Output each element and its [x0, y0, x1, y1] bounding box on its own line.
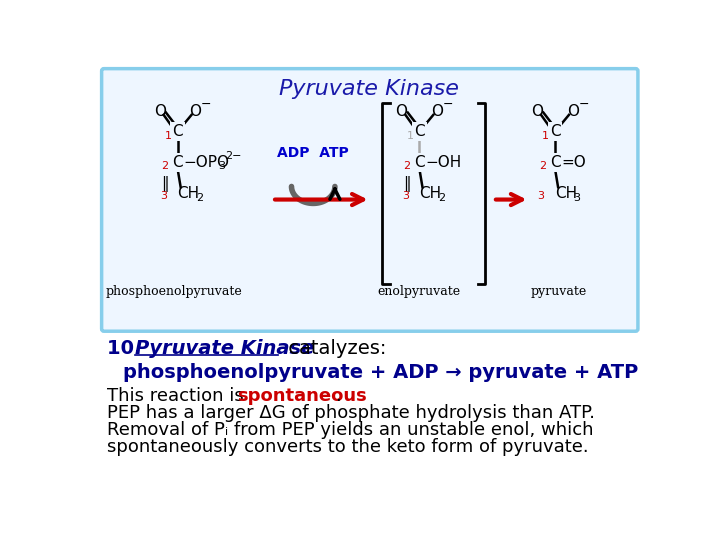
- Text: .: .: [335, 387, 341, 405]
- FancyBboxPatch shape: [102, 69, 638, 331]
- Text: ‖: ‖: [403, 176, 411, 192]
- Text: 3: 3: [402, 192, 409, 201]
- Text: O: O: [567, 104, 579, 118]
- Text: 3: 3: [538, 192, 544, 201]
- Text: O: O: [531, 104, 543, 118]
- Text: −OH: −OH: [426, 155, 462, 170]
- Text: enolpyruvate: enolpyruvate: [378, 286, 461, 299]
- Text: Pyruvate Kinase: Pyruvate Kinase: [135, 339, 315, 357]
- Text: This reaction is: This reaction is: [107, 387, 250, 405]
- Text: 2: 2: [403, 161, 410, 171]
- Text: O: O: [431, 104, 444, 118]
- Text: 10.: 10.: [107, 339, 148, 357]
- Text: 2: 2: [438, 193, 445, 203]
- Text: PEP has a larger ΔG of phosphate hydrolysis than ATP.: PEP has a larger ΔG of phosphate hydroly…: [107, 404, 595, 422]
- Text: phosphoenolpyruvate + ADP → pyruvate + ATP: phosphoenolpyruvate + ADP → pyruvate + A…: [122, 363, 638, 382]
- Text: C: C: [172, 155, 183, 170]
- Text: ‖: ‖: [161, 176, 169, 192]
- Text: CH: CH: [419, 186, 441, 201]
- Text: =O: =O: [561, 155, 586, 170]
- Text: C: C: [549, 155, 560, 170]
- Text: pyruvate: pyruvate: [531, 286, 587, 299]
- Text: ADP  ATP: ADP ATP: [277, 146, 349, 160]
- Text: catalyzes:: catalyzes:: [282, 339, 387, 357]
- Text: C: C: [172, 124, 183, 139]
- Text: CH: CH: [555, 186, 577, 201]
- Text: 1: 1: [165, 131, 172, 141]
- Text: spontaneously converts to the keto form of pyruvate.: spontaneously converts to the keto form …: [107, 438, 589, 456]
- Text: phosphoenolpyruvate: phosphoenolpyruvate: [105, 286, 242, 299]
- Text: 2−: 2−: [225, 151, 241, 161]
- Text: 2: 2: [196, 193, 203, 203]
- Text: 3: 3: [160, 192, 167, 201]
- Text: −: −: [578, 98, 589, 111]
- Text: 1: 1: [407, 131, 413, 141]
- Text: 2: 2: [539, 161, 546, 171]
- Text: O: O: [189, 104, 202, 118]
- Text: C: C: [414, 155, 425, 170]
- Text: −OPO: −OPO: [184, 155, 230, 170]
- Text: C: C: [414, 124, 425, 139]
- Text: C: C: [549, 124, 560, 139]
- Text: 3: 3: [574, 193, 580, 203]
- Text: −: −: [201, 98, 212, 111]
- Text: CH: CH: [178, 186, 199, 201]
- Text: −: −: [443, 98, 454, 111]
- Text: 3: 3: [219, 161, 225, 171]
- Text: spontaneous: spontaneous: [238, 387, 367, 405]
- Text: 1: 1: [542, 131, 549, 141]
- Text: O: O: [154, 104, 166, 118]
- Text: 2: 2: [161, 161, 168, 171]
- Text: O: O: [395, 104, 408, 118]
- Text: Removal of Pᵢ from PEP yields an unstable enol, which: Removal of Pᵢ from PEP yields an unstabl…: [107, 421, 593, 439]
- Text: Pyruvate Kinase: Pyruvate Kinase: [279, 79, 459, 99]
